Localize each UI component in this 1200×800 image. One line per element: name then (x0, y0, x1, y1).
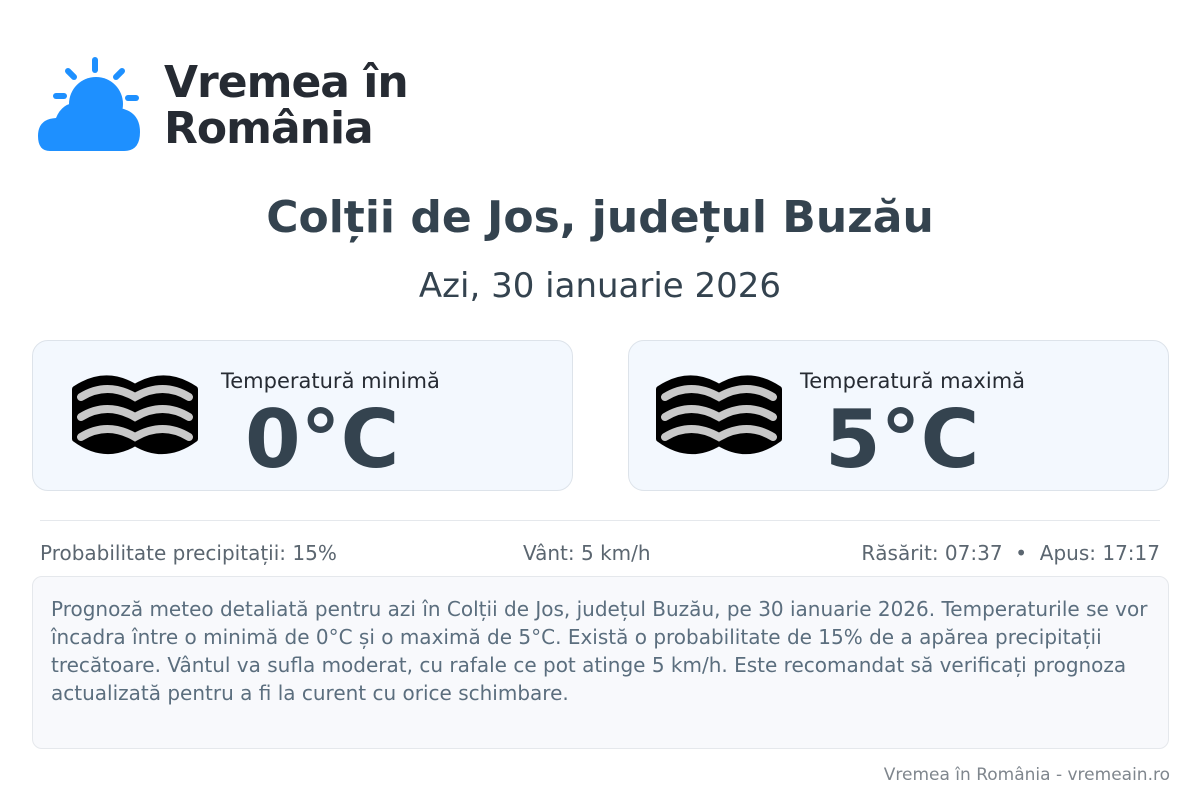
card-value: 5°C (825, 393, 980, 486)
precip-stat: Probabilitate precipitații: 15% (40, 541, 337, 565)
sun-behind-cloud-icon (38, 57, 140, 151)
card-label: Temperatură maximă (800, 369, 1026, 393)
sun-stat: Răsărit: 07:37 • Apus: 17:17 (861, 541, 1160, 565)
fog-icon (656, 375, 782, 455)
min-temp-card: Temperatură minimă 0°C (32, 340, 573, 491)
page-title: Colții de Jos, județul Buzău (266, 192, 934, 243)
logo-text: Vremea în România (164, 57, 409, 154)
date-subtitle: Azi, 30 ianuarie 2026 (418, 266, 782, 306)
max-temp-card: Temperatură maximă 5°C (628, 340, 1169, 491)
logo[interactable]: Vremea în România (36, 56, 409, 156)
fog-icon (72, 375, 198, 455)
wind-stat: Vânt: 5 km/h (523, 541, 651, 565)
footer-credit: Vremea în România - vremeain.ro (883, 765, 1170, 785)
forecast-description: Prognoză meteo detaliată pentru azi în C… (32, 576, 1169, 749)
card-value: 0°C (245, 393, 400, 486)
card-label: Temperatură minimă (221, 369, 440, 393)
divider (40, 520, 1160, 521)
